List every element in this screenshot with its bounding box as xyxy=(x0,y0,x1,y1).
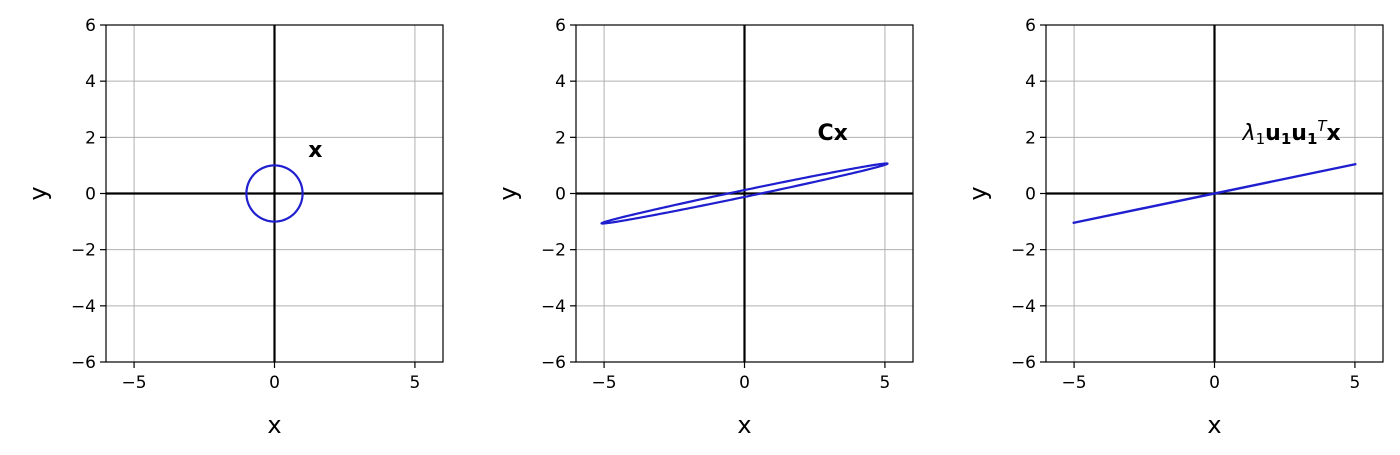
y-tick-label: −6 xyxy=(71,353,96,373)
x-tick-label: 5 xyxy=(1350,373,1361,393)
x-tick-label: −5 xyxy=(122,373,147,393)
annotation-label: x xyxy=(308,138,322,163)
y-tick-label: 0 xyxy=(85,185,96,205)
data-curve xyxy=(600,162,889,225)
y-tick-label: −4 xyxy=(1011,297,1036,317)
subplot-1: −5 0 5 −6 −4 −2 0 2 4 6 x y x xyxy=(24,16,444,439)
y-tick-label: −4 xyxy=(541,297,566,317)
y-tick-label: 4 xyxy=(85,72,96,92)
y-tick-label: −2 xyxy=(1011,241,1036,261)
subplot-2: −5 0 5 −6 −4 −2 0 2 4 6 x y Cx xyxy=(494,16,914,439)
y-axis-label: y xyxy=(24,186,52,200)
y-tick-label: 4 xyxy=(1025,72,1036,92)
x-tick-label: −5 xyxy=(592,373,617,393)
x-tick-label: 0 xyxy=(739,373,750,393)
annotation-label: Cx xyxy=(818,121,848,146)
y-tick-label: 6 xyxy=(555,16,566,36)
y-tick-label: −6 xyxy=(541,353,566,373)
y-tick-label: 2 xyxy=(1025,128,1036,148)
annotation-label: λ1u1u1Tx xyxy=(1242,117,1341,148)
y-axis-label: y xyxy=(494,186,522,200)
y-tick-label: 6 xyxy=(1025,16,1036,36)
y-tick-label: −6 xyxy=(1011,353,1036,373)
x-tick-label: 5 xyxy=(880,373,891,393)
x-tick-label: 0 xyxy=(1209,373,1220,393)
y-tick-label: 6 xyxy=(85,16,96,36)
y-tick-label: 4 xyxy=(555,72,566,92)
y-tick-label: −2 xyxy=(71,241,96,261)
y-tick-label: −2 xyxy=(541,241,566,261)
x-tick-label: 5 xyxy=(410,373,421,393)
y-tick-label: 2 xyxy=(555,128,566,148)
x-tick-label: 0 xyxy=(269,373,280,393)
y-tick-label: −4 xyxy=(71,297,96,317)
y-tick-label: 0 xyxy=(1025,185,1036,205)
subplot-3: −5 0 5 −6 −4 −2 0 2 4 6 x y λ1u1u1Tx xyxy=(964,16,1384,439)
x-axis-label: x xyxy=(1207,411,1221,439)
y-axis-label: y xyxy=(964,186,992,200)
x-axis-label: x xyxy=(737,411,751,439)
x-tick-label: −5 xyxy=(1062,373,1087,393)
y-tick-label: 2 xyxy=(85,128,96,148)
y-tick-label: 0 xyxy=(555,185,566,205)
x-axis-label: x xyxy=(267,411,281,439)
data-curve xyxy=(245,164,304,223)
data-curve xyxy=(1072,162,1357,225)
